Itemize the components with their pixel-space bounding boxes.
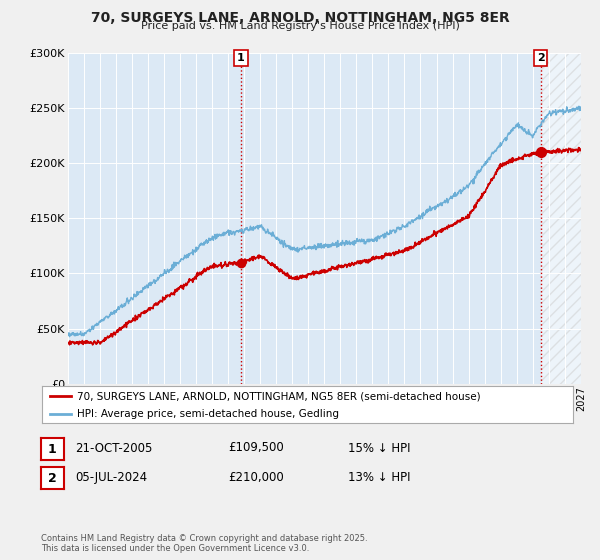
Text: 70, SURGEYS LANE, ARNOLD, NOTTINGHAM, NG5 8ER: 70, SURGEYS LANE, ARNOLD, NOTTINGHAM, NG… (91, 11, 509, 25)
Text: Contains HM Land Registry data © Crown copyright and database right 2025.
This d: Contains HM Land Registry data © Crown c… (41, 534, 367, 553)
Text: 13% ↓ HPI: 13% ↓ HPI (348, 470, 410, 484)
Text: 1: 1 (237, 53, 245, 63)
Text: 2: 2 (48, 472, 56, 485)
Text: 2: 2 (537, 53, 545, 63)
Text: Price paid vs. HM Land Registry's House Price Index (HPI): Price paid vs. HM Land Registry's House … (140, 21, 460, 31)
Text: HPI: Average price, semi-detached house, Gedling: HPI: Average price, semi-detached house,… (77, 409, 338, 419)
Text: 1: 1 (48, 442, 56, 456)
Text: £109,500: £109,500 (228, 441, 284, 455)
Text: 05-JUL-2024: 05-JUL-2024 (75, 470, 147, 484)
Text: 70, SURGEYS LANE, ARNOLD, NOTTINGHAM, NG5 8ER (semi-detached house): 70, SURGEYS LANE, ARNOLD, NOTTINGHAM, NG… (77, 391, 480, 401)
Text: 15% ↓ HPI: 15% ↓ HPI (348, 441, 410, 455)
Text: 21-OCT-2005: 21-OCT-2005 (75, 441, 152, 455)
Text: £210,000: £210,000 (228, 470, 284, 484)
